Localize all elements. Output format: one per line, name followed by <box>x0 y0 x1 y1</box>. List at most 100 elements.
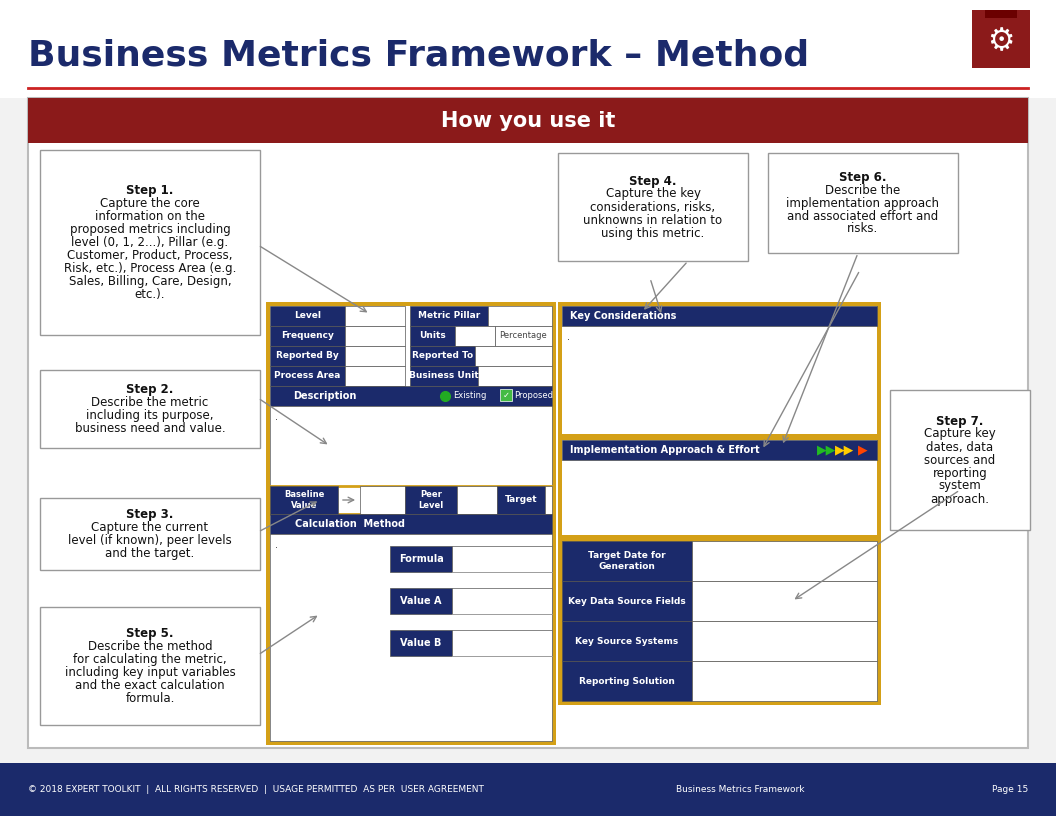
Bar <box>410 366 478 386</box>
Bar <box>390 546 452 572</box>
Text: Business Metrics Framework: Business Metrics Framework <box>676 786 805 795</box>
Text: business need and value.: business need and value. <box>75 422 225 435</box>
Text: Baseline
Value: Baseline Value <box>284 490 324 510</box>
Text: formula.: formula. <box>126 692 174 705</box>
Bar <box>452 588 552 614</box>
Text: ⚙: ⚙ <box>987 28 1015 56</box>
Bar <box>390 630 452 656</box>
Bar <box>410 326 455 346</box>
Text: © 2018 EXPERT TOOLKIT  |  ALL RIGHTS RESERVED  |  USAGE PERMITTED  AS PER  USER : © 2018 EXPERT TOOLKIT | ALL RIGHTS RESER… <box>29 786 484 795</box>
Bar <box>270 386 552 406</box>
Text: unknowns in relation to: unknowns in relation to <box>583 214 722 227</box>
Bar <box>452 546 552 572</box>
Bar <box>266 302 557 745</box>
Text: Reporting Solution: Reporting Solution <box>579 676 675 685</box>
Text: and the target.: and the target. <box>106 547 194 560</box>
Bar <box>390 588 452 614</box>
Text: Level: Level <box>294 312 321 321</box>
Text: reporting: reporting <box>932 467 987 480</box>
Text: Process Area: Process Area <box>275 371 341 380</box>
Bar <box>270 326 345 346</box>
Text: and associated effort and: and associated effort and <box>788 210 939 223</box>
Text: Key Source Systems: Key Source Systems <box>576 636 679 645</box>
Bar <box>455 326 495 346</box>
Text: Implementation Approach & Effort: Implementation Approach & Effort <box>570 445 759 455</box>
Text: Capture the core: Capture the core <box>100 197 200 210</box>
Text: etc.).: etc.). <box>135 288 165 301</box>
Bar <box>890 390 1030 530</box>
Bar <box>270 486 338 514</box>
Text: Describe the metric: Describe the metric <box>92 396 209 409</box>
Text: using this metric.: using this metric. <box>601 227 704 240</box>
Bar <box>495 326 552 346</box>
Text: .: . <box>275 540 278 550</box>
Bar <box>692 581 876 621</box>
Bar <box>40 498 260 570</box>
Text: Customer, Product, Process,: Customer, Product, Process, <box>68 249 232 262</box>
Text: Value A: Value A <box>400 596 441 606</box>
Text: system: system <box>939 480 981 493</box>
Bar <box>345 366 406 386</box>
Bar <box>40 607 260 725</box>
Bar <box>475 346 552 366</box>
Bar <box>497 486 545 514</box>
Bar <box>562 306 876 326</box>
Bar <box>562 581 692 621</box>
Bar <box>558 537 881 705</box>
Text: Target Date for
Generation: Target Date for Generation <box>588 551 666 571</box>
Bar <box>270 306 345 326</box>
Text: Proposed: Proposed <box>514 392 553 401</box>
Text: and the exact calculation: and the exact calculation <box>75 679 225 692</box>
Bar <box>457 486 497 514</box>
Text: sources and: sources and <box>924 454 996 467</box>
Text: Step 6.: Step 6. <box>840 171 887 184</box>
Bar <box>558 302 881 438</box>
Bar <box>410 346 475 366</box>
Text: level (0, 1, 2...), Pillar (e.g.: level (0, 1, 2...), Pillar (e.g. <box>72 236 228 249</box>
Text: risks.: risks. <box>847 223 879 236</box>
Bar <box>562 440 876 460</box>
Text: considerations, risks,: considerations, risks, <box>590 201 716 214</box>
Text: Capture the current: Capture the current <box>92 521 209 534</box>
Bar <box>562 541 692 581</box>
Text: Target: Target <box>505 495 538 504</box>
Text: including key input variables: including key input variables <box>64 666 235 679</box>
Text: including its purpose,: including its purpose, <box>87 409 213 422</box>
Bar <box>692 541 876 581</box>
Text: dates, data: dates, data <box>926 441 994 454</box>
Text: Formula: Formula <box>398 554 444 564</box>
Bar <box>478 366 552 386</box>
Bar <box>270 406 552 486</box>
Text: Key Considerations: Key Considerations <box>570 311 677 321</box>
Text: Describe the method: Describe the method <box>88 640 212 653</box>
Text: Capture key: Capture key <box>924 428 996 441</box>
Text: Step 1.: Step 1. <box>127 184 173 197</box>
Bar <box>558 436 881 539</box>
Text: ▶: ▶ <box>859 444 868 456</box>
Bar <box>345 346 406 366</box>
Bar <box>40 370 260 448</box>
Text: Description: Description <box>294 391 357 401</box>
Text: information on the: information on the <box>95 210 205 223</box>
Bar <box>345 306 406 326</box>
Bar <box>452 630 552 656</box>
Bar <box>0 0 1056 98</box>
Bar <box>0 763 1056 816</box>
Text: Reported To: Reported To <box>412 352 473 361</box>
Bar <box>270 534 552 741</box>
Bar <box>488 306 552 326</box>
Text: Sales, Billing, Care, Design,: Sales, Billing, Care, Design, <box>69 275 231 288</box>
Text: level (if known), peer levels: level (if known), peer levels <box>69 534 232 547</box>
Text: Reported By: Reported By <box>276 352 339 361</box>
Text: Business Metrics Framework – Method: Business Metrics Framework – Method <box>29 38 809 72</box>
Bar <box>360 486 406 514</box>
Text: Step 3.: Step 3. <box>127 508 173 521</box>
Bar <box>692 621 876 661</box>
Bar <box>558 153 748 261</box>
Text: Page 15: Page 15 <box>992 786 1027 795</box>
Bar <box>562 661 692 701</box>
Bar <box>345 326 406 346</box>
Text: .: . <box>275 412 278 422</box>
Bar <box>270 366 345 386</box>
Bar <box>270 346 345 366</box>
